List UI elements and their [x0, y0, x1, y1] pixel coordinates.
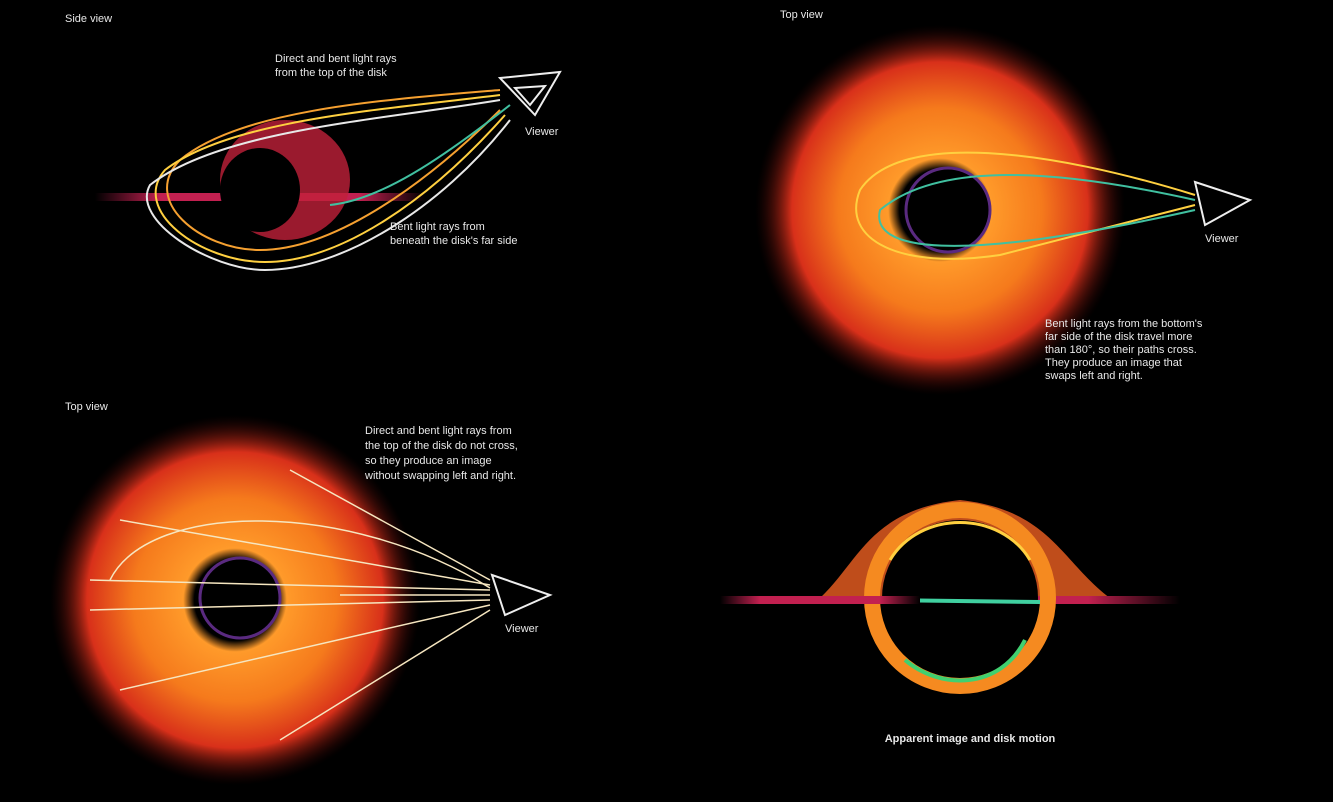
note-line: swaps left and right. [1045, 370, 1143, 382]
note-line: beneath the disk's far side [390, 235, 517, 247]
black-hole [200, 558, 280, 638]
disk-edge-front [720, 596, 920, 604]
panel-title: Side view [65, 13, 112, 25]
note-line: Direct and bent light rays from [365, 425, 512, 437]
note-line: the top of the disk do not cross, [365, 440, 518, 452]
note-line: without swapping left and right. [364, 470, 516, 482]
note-line: They produce an image that [1045, 357, 1182, 369]
panel-title: Top view [780, 9, 823, 21]
viewer-label: Viewer [505, 623, 539, 635]
note-line: Direct and bent light rays [275, 53, 397, 65]
black-hole [220, 148, 300, 232]
note-line: Bent light rays from [390, 221, 485, 233]
note-line: far side of the disk travel more [1045, 331, 1192, 343]
note-line: so they produce an image [365, 455, 492, 467]
viewer-label: Viewer [1205, 233, 1239, 245]
note-line: than 180°, so their paths cross. [1045, 344, 1197, 356]
note-line: from the top of the disk [275, 67, 387, 79]
note-line: Bent light rays from the bottom's [1045, 318, 1203, 330]
panel-title: Top view [65, 401, 108, 413]
viewer-label: Viewer [525, 126, 559, 138]
caption: Apparent image and disk motion [885, 733, 1056, 745]
diagram: Side view Viewer Direct and bent light r… [0, 0, 1333, 802]
